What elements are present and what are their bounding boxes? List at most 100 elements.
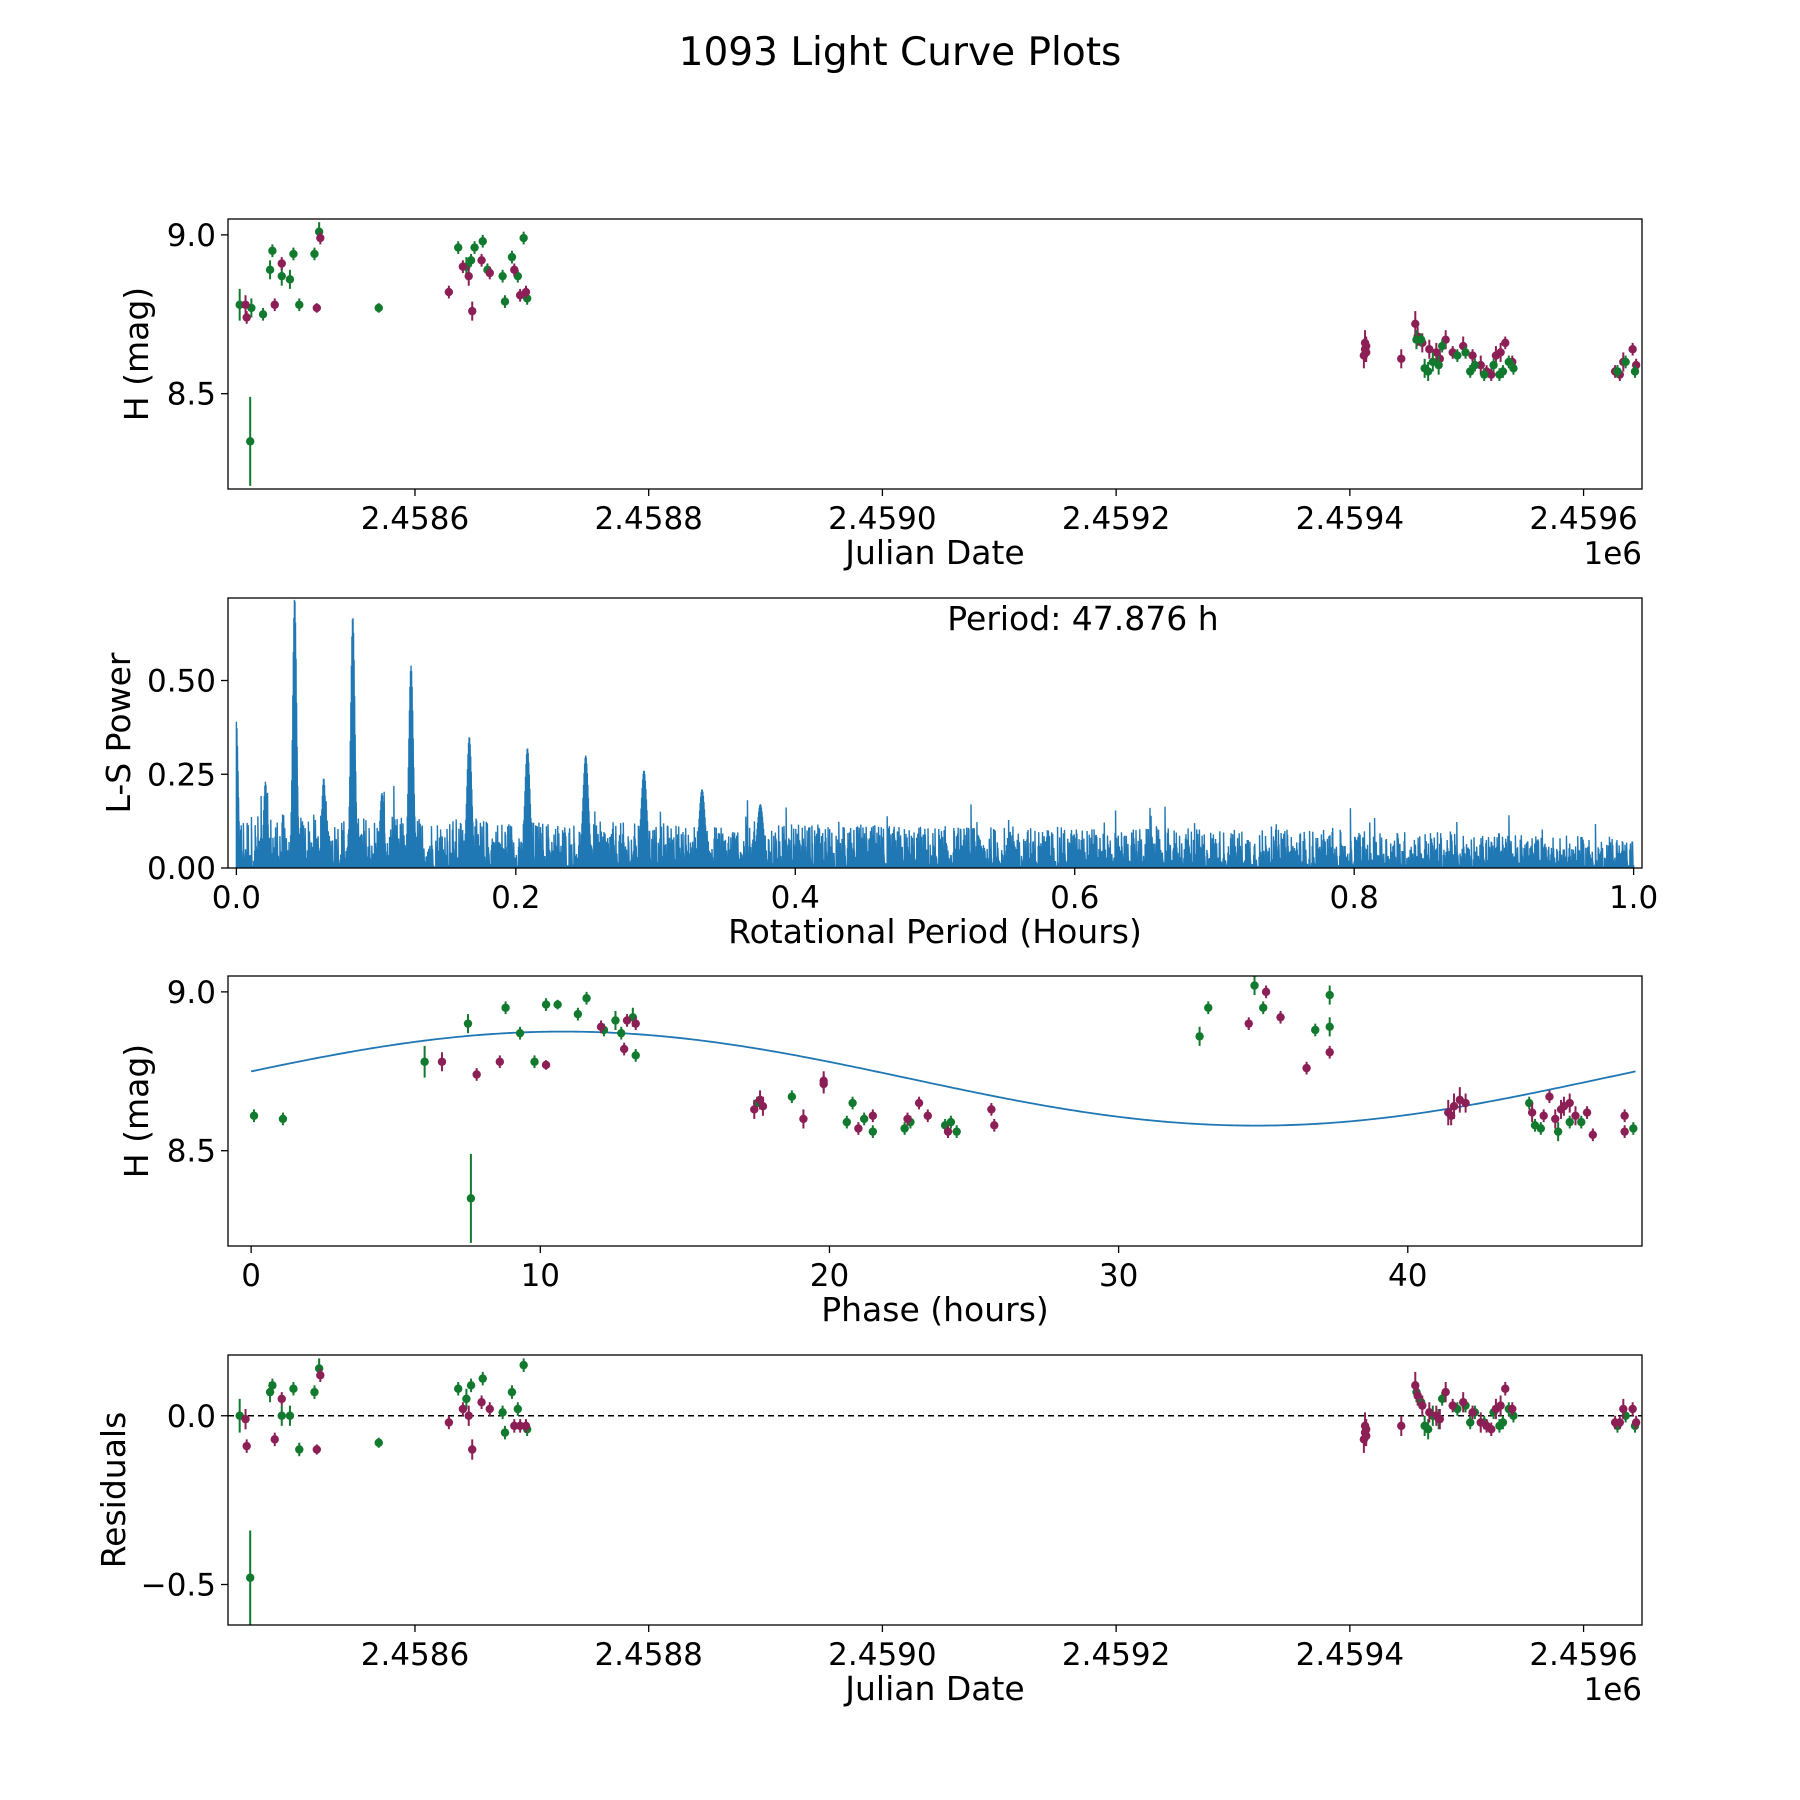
- phased-point: [1588, 1130, 1598, 1140]
- lightcurve-xtick-label: 2.4586: [361, 501, 469, 537]
- phased-point: [582, 994, 591, 1003]
- phased-point: [619, 1044, 629, 1054]
- periodogram-xtick-label: 0.8: [1330, 880, 1379, 916]
- residuals-point: [468, 1445, 477, 1454]
- phased-point: [1302, 1063, 1311, 1073]
- phased-axes: 0 10 20 30 40 8.5 9.0 Phase (hours) H (mag): [117, 975, 1643, 1329]
- lightcurve-point: [500, 297, 510, 306]
- lightcurve-point: [1496, 348, 1505, 357]
- residuals-point: [1619, 1404, 1628, 1414]
- phased-ytick-label: 8.5: [167, 1134, 216, 1170]
- lightcurve-point: [1630, 367, 1640, 376]
- residuals-point: [285, 1411, 295, 1420]
- lightcurve-point: [507, 252, 517, 262]
- residuals-point: [1628, 1404, 1637, 1414]
- lightcurve-xlabel: Julian Date: [843, 533, 1025, 572]
- phased-point: [859, 1114, 869, 1124]
- residuals-point: [1413, 1391, 1422, 1400]
- residuals-point: [1437, 1394, 1447, 1404]
- phased-xtick-label: 20: [810, 1258, 849, 1294]
- phased-point: [1204, 1003, 1213, 1012]
- lightcurve-point: [295, 300, 304, 309]
- residuals-point: [1441, 1387, 1450, 1397]
- residuals-point: [1487, 1425, 1496, 1434]
- phased-point: [617, 1028, 626, 1038]
- phased-point: [463, 1019, 473, 1028]
- residuals-point: [519, 1360, 528, 1370]
- lightcurve-point: [1613, 367, 1622, 376]
- lightcurve-point: [478, 237, 487, 246]
- phased-point: [1536, 1124, 1545, 1133]
- residuals-point: [462, 1394, 471, 1404]
- periodogram-ytick-label: 0.25: [147, 757, 216, 793]
- residuals-point: [464, 1411, 473, 1420]
- residuals-series-purple: [241, 1368, 1641, 1460]
- phased-frame: [227, 975, 1643, 1247]
- residuals-x-offset: 1e6: [1583, 1672, 1642, 1708]
- residuals-point: [454, 1384, 463, 1393]
- lightcurve-series-green: [235, 222, 532, 486]
- lightcurve-point: [466, 256, 476, 265]
- phased-point: [553, 1000, 562, 1009]
- phased-point: [1582, 1108, 1592, 1117]
- phased-point: [1553, 1127, 1563, 1136]
- residuals-plot-area: [228, 1358, 1642, 1625]
- lightcurve-ylabel: H (mag): [117, 287, 156, 421]
- lightcurve-point: [268, 246, 277, 255]
- periodogram-xtick-label: 0.4: [771, 880, 820, 916]
- phased-point: [1250, 981, 1259, 990]
- lightcurve-xtick-label: 2.4588: [594, 501, 702, 537]
- phased-point: [1620, 1111, 1629, 1120]
- phased-point: [819, 1076, 828, 1086]
- phased-point: [530, 1057, 539, 1066]
- phased-point: [596, 1022, 606, 1032]
- lightcurve-point: [242, 313, 251, 322]
- lightcurve-point: [270, 300, 279, 309]
- phased-point: [1244, 1019, 1253, 1028]
- periodogram-ylabel: L-S Power: [99, 652, 138, 813]
- lightcurve-point: [277, 271, 286, 281]
- lightcurve-point: [454, 243, 463, 252]
- lightcurve-point: [468, 306, 477, 316]
- phased-series-purple: [437, 985, 1629, 1142]
- lightcurve-xtick-label: 2.4590: [828, 501, 936, 537]
- residuals-point: [1448, 1401, 1457, 1410]
- residuals-point: [477, 1398, 486, 1407]
- lightcurve-point: [498, 271, 507, 281]
- lightcurve-point: [1628, 345, 1637, 354]
- lightcurve-point: [1470, 360, 1480, 370]
- phased-point: [1276, 1013, 1285, 1022]
- residuals-point: [1435, 1414, 1445, 1424]
- phased-point: [541, 1000, 551, 1009]
- phased-point: [1539, 1111, 1548, 1120]
- phased-point: [900, 1124, 909, 1133]
- phased-point: [868, 1111, 878, 1120]
- lightcurve-point: [1416, 335, 1426, 344]
- phased-point: [842, 1117, 852, 1127]
- phased-point: [1527, 1108, 1537, 1117]
- lightcurve-point: [470, 243, 479, 252]
- periodogram-period-annotation: Period: 47.876 h: [947, 599, 1218, 638]
- phased-point: [631, 1019, 640, 1028]
- phased-point: [952, 1127, 961, 1136]
- phased-point: [1461, 1098, 1470, 1108]
- phased-ylabel: H (mag): [117, 1044, 156, 1178]
- phased-point: [437, 1057, 447, 1066]
- residuals-point: [295, 1445, 304, 1454]
- lightcurve-point: [1489, 360, 1498, 370]
- lightcurve-xtick-label: 2.4592: [1062, 501, 1170, 537]
- phased-point: [848, 1098, 857, 1108]
- phased-point: [249, 1111, 259, 1120]
- lightcurve-point: [1487, 370, 1496, 379]
- periodogram-xlabel: Rotational Period (Hours): [728, 912, 1142, 951]
- phased-point: [923, 1111, 932, 1120]
- periodogram-ytick-label: 0.00: [147, 851, 216, 887]
- lightcurve-point: [1501, 338, 1510, 348]
- phased-point: [1571, 1111, 1580, 1120]
- phased-point: [987, 1105, 996, 1114]
- lightcurve-plot-area: [235, 222, 1641, 486]
- residuals-point: [241, 1414, 250, 1424]
- figure-title: 1093 Light Curve Plots: [679, 30, 1122, 75]
- residuals-point: [277, 1394, 286, 1404]
